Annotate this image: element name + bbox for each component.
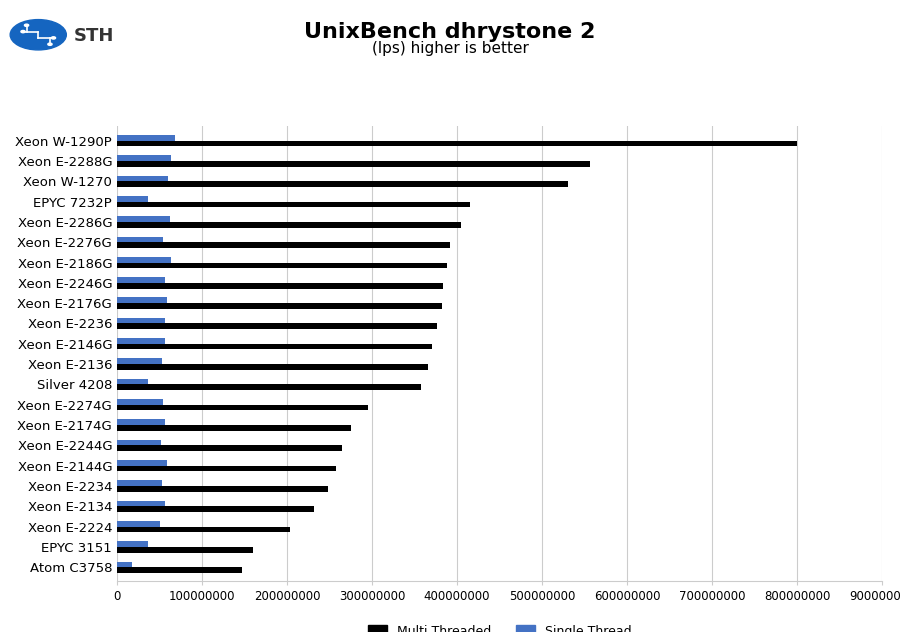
Bar xyxy=(117,140,797,147)
Bar xyxy=(117,135,175,141)
Bar xyxy=(117,420,165,425)
Bar xyxy=(117,561,132,568)
Bar xyxy=(117,318,165,324)
Circle shape xyxy=(51,37,56,39)
Bar xyxy=(117,338,165,344)
Bar xyxy=(117,277,165,283)
Bar xyxy=(117,404,368,410)
Bar xyxy=(117,446,342,451)
Text: UnixBench dhrystone 2: UnixBench dhrystone 2 xyxy=(304,22,596,42)
Bar xyxy=(117,541,148,547)
Bar xyxy=(117,181,568,187)
Bar xyxy=(117,298,167,303)
Circle shape xyxy=(10,20,67,50)
Bar xyxy=(117,547,253,552)
Bar xyxy=(117,364,428,370)
Bar xyxy=(117,384,421,390)
Circle shape xyxy=(24,24,29,27)
Bar xyxy=(117,358,162,364)
Bar xyxy=(117,486,328,492)
Bar xyxy=(117,216,170,222)
Bar xyxy=(117,379,148,384)
Bar xyxy=(117,526,291,532)
Bar xyxy=(117,344,431,349)
Bar xyxy=(117,506,314,512)
Circle shape xyxy=(21,30,25,33)
Bar xyxy=(117,262,446,268)
Legend: Multi Threaded, Single Thread: Multi Threaded, Single Thread xyxy=(363,619,636,632)
Bar xyxy=(117,480,162,486)
Bar xyxy=(117,222,461,228)
Bar xyxy=(117,236,163,242)
Bar xyxy=(117,568,242,573)
Bar xyxy=(117,440,161,446)
Bar xyxy=(117,283,443,288)
Bar xyxy=(117,460,167,466)
Bar xyxy=(117,196,148,202)
Bar xyxy=(117,176,168,181)
Bar xyxy=(117,501,166,506)
Bar xyxy=(117,324,436,329)
Text: STH: STH xyxy=(74,27,113,45)
Bar xyxy=(117,257,171,262)
Bar xyxy=(117,242,450,248)
Bar xyxy=(117,425,351,431)
Bar xyxy=(117,155,171,161)
Bar xyxy=(117,466,337,471)
Bar xyxy=(117,399,163,404)
Text: (lps) higher is better: (lps) higher is better xyxy=(372,41,528,56)
Circle shape xyxy=(48,43,52,46)
Bar xyxy=(117,202,470,207)
Bar xyxy=(117,303,442,309)
Bar xyxy=(117,521,160,526)
Bar xyxy=(117,161,590,167)
